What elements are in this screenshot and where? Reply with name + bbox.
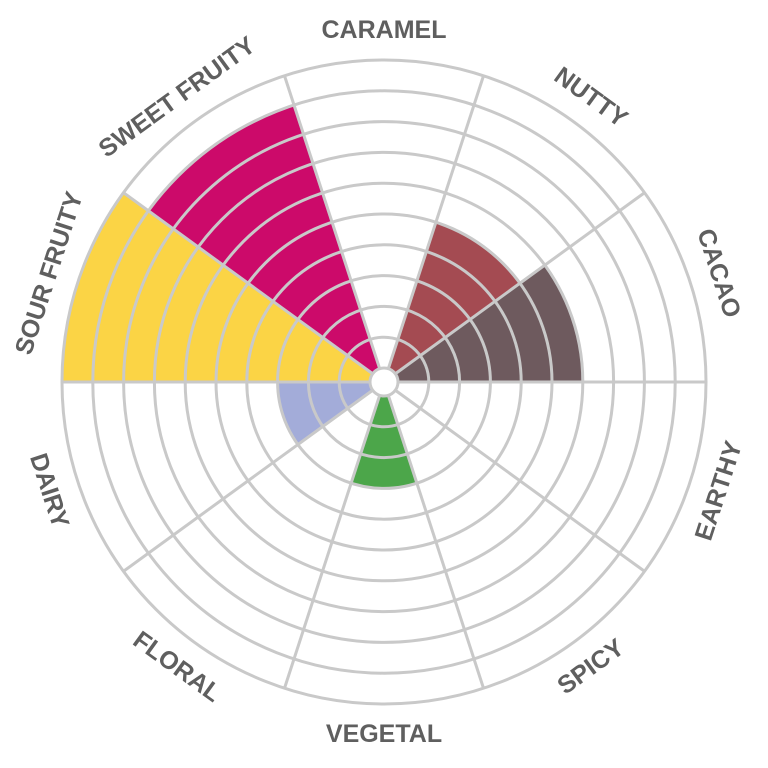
label-spicy: SPICY [552, 633, 629, 700]
spoke-line [283, 394, 382, 689]
grid-layer [60, 58, 708, 706]
sector-sour-fruity [62, 192, 373, 382]
label-vegetal: VEGETAL [326, 720, 442, 748]
spoke-line [122, 389, 374, 573]
label-floral: FLORAL [128, 626, 226, 708]
sector-nutty [388, 222, 520, 374]
spoke-line [394, 191, 646, 375]
spoke-line [122, 191, 374, 375]
sector-sweet-fruity [148, 105, 380, 374]
spoke-line [386, 394, 485, 689]
sector-vegetal [351, 395, 417, 489]
label-cacao: CACAO [691, 225, 746, 321]
grid-ring [368, 366, 400, 398]
spoke-line [386, 75, 485, 370]
sector-layer [62, 105, 583, 489]
sector-cacao [395, 265, 583, 382]
label-caramel: CARAMEL [322, 16, 447, 44]
spoke-line [394, 389, 646, 573]
spoke-line [283, 75, 382, 370]
sector-dairy [277, 382, 373, 445]
label-dairy: DAIRY [24, 450, 74, 532]
label-nutty: NUTTY [549, 61, 633, 133]
